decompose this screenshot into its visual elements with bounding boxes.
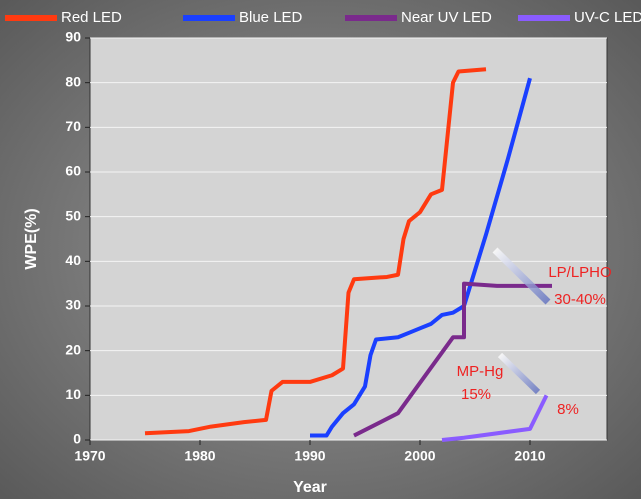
- y-tick-label: 90: [65, 29, 81, 45]
- series-line: [441, 394, 549, 442]
- y-tick-label: 60: [65, 163, 81, 179]
- y-tick-label: 80: [65, 73, 81, 89]
- arrow: [492, 247, 551, 305]
- x-tick-label: 1990: [294, 448, 325, 464]
- x-tick-label: 2000: [404, 448, 435, 464]
- arrow: [497, 352, 541, 395]
- x-tick-label: 2010: [514, 448, 545, 464]
- annotation: 8%: [557, 401, 579, 418]
- legend-label: UV-C LED: [574, 9, 641, 26]
- annotation: 15%: [461, 386, 491, 403]
- series-line: [144, 67, 487, 436]
- annotation: 30-40%: [554, 291, 606, 308]
- annotation: LP/LPHO: [548, 264, 611, 281]
- x-axis-label: Year: [293, 479, 327, 496]
- series-line: [353, 281, 552, 438]
- y-tick-label: 0: [73, 431, 81, 447]
- legend-label: Red LED: [61, 9, 122, 26]
- y-tick-label: 70: [65, 118, 81, 134]
- legend-label: Blue LED: [239, 9, 303, 26]
- legend-label: Near UV LED: [401, 9, 492, 26]
- y-tick-label: 30: [65, 297, 81, 313]
- y-axis-label: WPE(%): [23, 208, 40, 269]
- y-tick-label: 20: [65, 341, 81, 357]
- series-line: [310, 77, 532, 438]
- y-tick-label: 10: [65, 386, 81, 402]
- annotation: MP-Hg: [457, 363, 504, 380]
- y-tick-label: 50: [65, 207, 81, 223]
- x-tick-label: 1970: [74, 448, 105, 464]
- y-tick-label: 40: [65, 252, 81, 268]
- x-tick-label: 1980: [184, 448, 215, 464]
